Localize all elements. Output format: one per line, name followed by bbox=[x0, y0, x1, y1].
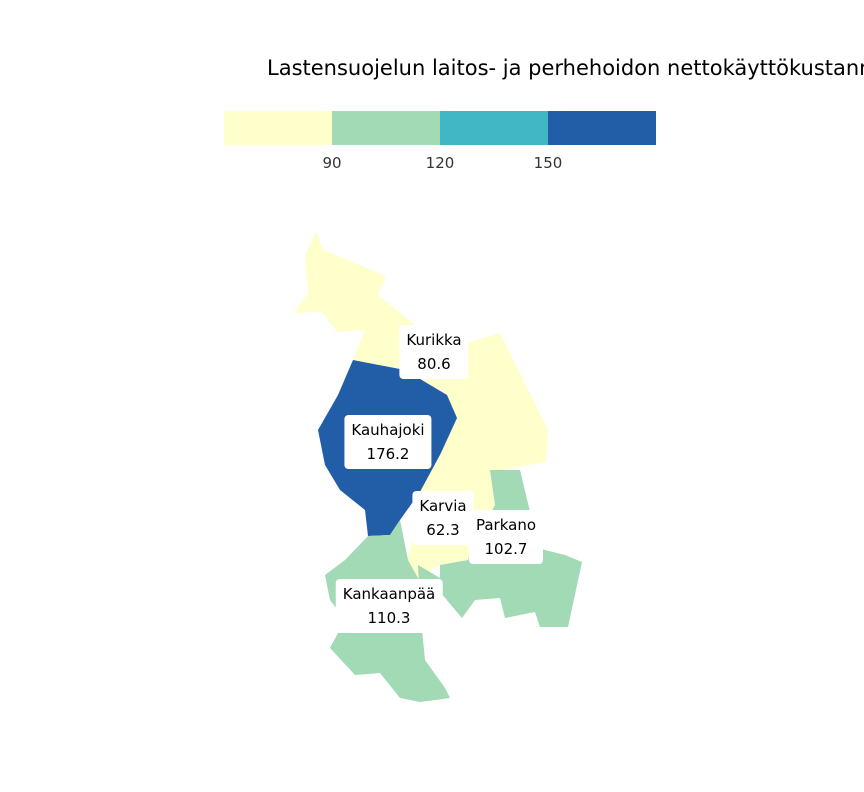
label-kankaanpaa-name: Kankaanpää bbox=[342, 585, 436, 603]
legend-tick-120: 120 bbox=[425, 154, 455, 172]
label-kankaanpaa-value: 110.3 bbox=[367, 609, 411, 627]
label-karvia-name: Karvia bbox=[419, 497, 467, 515]
legend-swatch-3 bbox=[440, 111, 548, 145]
legend-tick-90: 90 bbox=[322, 154, 342, 172]
label-kurikka-name: Kurikka bbox=[406, 331, 462, 349]
label-kauhajoki: Kauhajoki 176.2 bbox=[344, 415, 432, 469]
label-parkano-value: 102.7 bbox=[484, 540, 528, 558]
legend-tick-150: 150 bbox=[533, 154, 563, 172]
legend-swatch-4 bbox=[548, 111, 656, 145]
label-kurikka-value: 80.6 bbox=[417, 355, 451, 373]
legend-swatch-1 bbox=[224, 111, 332, 145]
label-parkano: Parkano 102.7 bbox=[468, 510, 544, 564]
label-kauhajoki-value: 176.2 bbox=[366, 445, 410, 463]
label-kauhajoki-name: Kauhajoki bbox=[351, 421, 425, 439]
label-kankaanpaa: Kankaanpää 110.3 bbox=[335, 579, 443, 633]
label-karvia: Karvia 62.3 bbox=[412, 491, 474, 545]
label-kurikka: Kurikka 80.6 bbox=[399, 325, 469, 379]
map-title: Lastensuojelun laitos- ja perhehoidon ne… bbox=[267, 56, 864, 80]
legend-swatch-2 bbox=[332, 111, 440, 145]
label-karvia-value: 62.3 bbox=[426, 521, 460, 539]
label-parkano-name: Parkano bbox=[475, 516, 537, 534]
color-legend bbox=[224, 111, 656, 145]
